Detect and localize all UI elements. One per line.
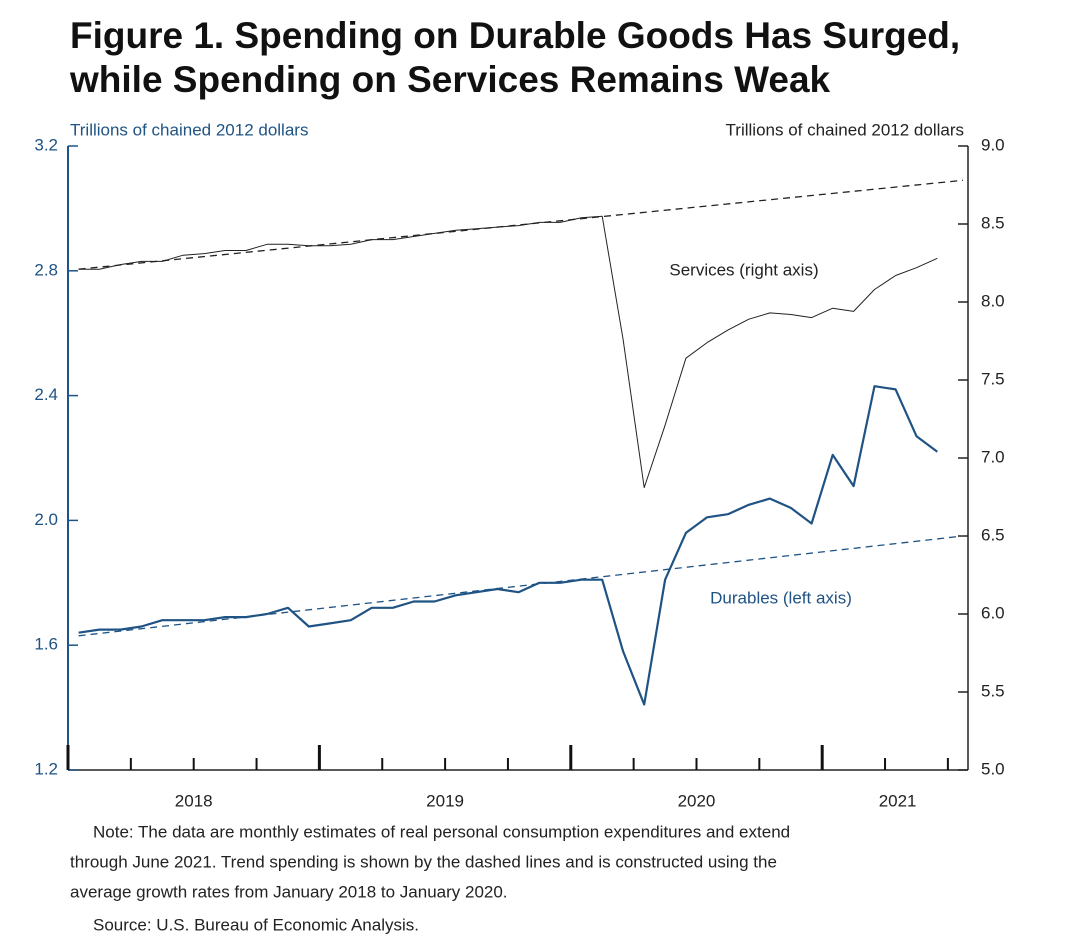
y-tick-label: 3.2	[34, 135, 58, 154]
y-tick-label: 1.2	[34, 759, 58, 778]
y2-tick-label: 7.0	[981, 447, 1005, 466]
trend-line	[78, 535, 964, 637]
y2-axis-title: Trillions of chained 2012 dollars	[726, 120, 964, 139]
series-label: Services (right axis)	[669, 260, 818, 279]
y2-tick-label: 6.5	[981, 525, 1005, 544]
data-line	[78, 215, 938, 489]
y2-tick-label: 8.5	[981, 213, 1005, 232]
chart-title: Figure 1. Spending on Durable Goods Has …	[70, 15, 960, 56]
y-tick-label: 2.4	[34, 385, 58, 404]
note: average growth rates from January 2018 t…	[70, 882, 508, 901]
y-tick-label: 2.8	[34, 260, 58, 279]
chart-title: while Spending on Services Remains Weak	[69, 59, 831, 100]
y-axis-title: Trillions of chained 2012 dollars	[70, 120, 308, 139]
series-label: Durables (left axis)	[710, 588, 852, 607]
y2-tick-label: 9.0	[981, 135, 1005, 154]
y2-tick-label: 8.0	[981, 291, 1005, 310]
source: Source: U.S. Bureau of Economic Analysis…	[93, 915, 419, 934]
x-tick-label: 2018	[175, 791, 213, 810]
y-tick-label: 2.0	[34, 510, 58, 529]
x-tick-label: 2020	[678, 791, 716, 810]
x-tick-label: 2021	[879, 791, 917, 810]
x-tick-label: 2019	[426, 791, 464, 810]
y2-tick-label: 6.0	[981, 603, 1005, 622]
data-line	[78, 385, 938, 706]
y-tick-label: 1.6	[34, 635, 58, 654]
y2-tick-label: 7.5	[981, 369, 1005, 388]
y2-tick-label: 5.5	[981, 681, 1005, 700]
note: Note: The data are monthly estimates of …	[93, 822, 790, 841]
note: through June 2021. Trend spending is sho…	[70, 852, 777, 871]
y2-tick-label: 5.0	[981, 759, 1005, 778]
